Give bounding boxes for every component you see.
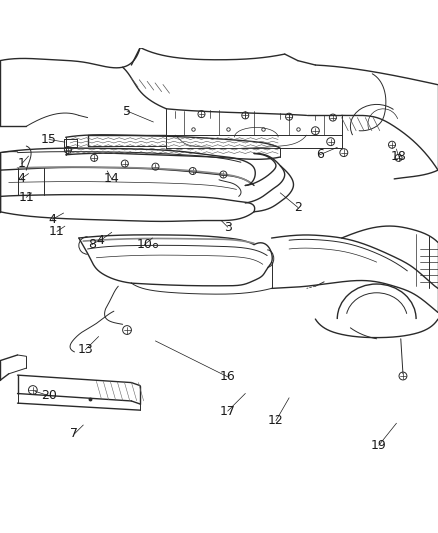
Text: 4: 4 (97, 233, 105, 247)
Text: 4: 4 (17, 172, 25, 185)
Text: 11: 11 (18, 191, 34, 204)
Text: 10: 10 (137, 238, 152, 251)
Text: 12: 12 (268, 414, 284, 427)
Text: 7: 7 (71, 427, 78, 440)
Text: 3: 3 (224, 221, 232, 233)
Text: 2: 2 (294, 201, 302, 214)
Text: 13: 13 (78, 343, 93, 356)
Text: 6: 6 (316, 148, 324, 161)
Text: 1: 1 (18, 157, 26, 170)
Text: 5: 5 (123, 104, 131, 117)
Text: 14: 14 (104, 172, 120, 185)
Text: 8: 8 (88, 238, 96, 251)
Text: 16: 16 (220, 370, 236, 383)
Text: 19: 19 (371, 439, 387, 451)
Text: 18: 18 (391, 150, 406, 163)
Text: 17: 17 (220, 405, 236, 417)
Text: 4: 4 (49, 213, 57, 225)
Text: 20: 20 (41, 389, 57, 402)
Text: 11: 11 (49, 225, 65, 238)
Text: 15: 15 (41, 133, 57, 146)
